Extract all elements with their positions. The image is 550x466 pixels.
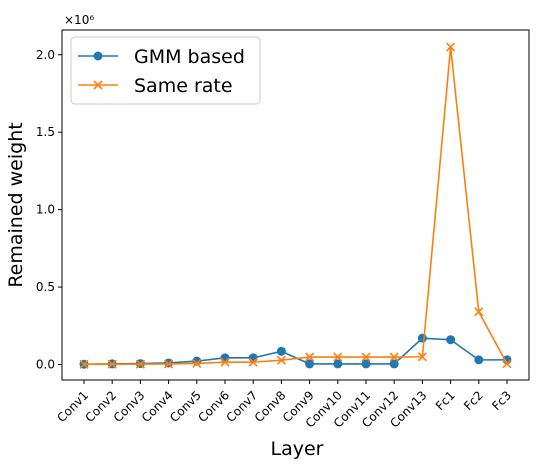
plot-frame [61,29,530,381]
data-point-same-rate [164,359,174,369]
data-point-same-rate [79,359,89,369]
data-point-gmm-based [389,359,399,369]
data-point-same-rate [305,352,315,362]
data-point-gmm-based [446,335,456,345]
data-point-same-rate [276,355,286,365]
data-point-gmm-based [276,346,286,356]
data-point-gmm-based [417,333,427,343]
data-point-gmm-based [248,353,258,363]
legend: GMM based Same rate [70,36,261,105]
x-tick-label: Fc2 [461,388,486,413]
x-axis: Conv1Conv2Conv3Conv4Conv5Conv6Conv7Conv8… [54,380,514,430]
series-same-rate [79,42,512,369]
data-point-same-rate [107,359,117,369]
y-tick-label: 1.0 [36,203,55,217]
data-point-gmm-based [220,353,230,363]
data-point-gmm-based [474,355,484,365]
legend-marker-gmm [93,51,103,61]
data-point-same-rate [220,357,230,367]
y-tick-label: 0.5 [36,280,55,294]
data-point-same-rate [389,352,399,362]
x-tick-label: Fc1 [433,388,458,413]
data-point-gmm-based [333,359,343,369]
data-point-same-rate [333,352,343,362]
data-point-gmm-based [305,359,315,369]
x-tick-label: Fc3 [489,388,514,413]
series-line-same-rate [83,46,508,366]
data-point-same-rate [474,307,484,317]
data-point-same-rate [446,42,456,52]
data-point-same-rate [248,357,258,367]
data-point-same-rate [417,352,427,362]
legend-label-same-rate: Same rate [134,75,233,97]
legend-marker-same-rate [93,80,103,90]
data-point-same-rate [361,352,371,362]
y-multiplier-label: ×10⁶ [64,13,94,27]
y-tick-label: 2.0 [36,48,55,62]
series-layer [79,42,512,369]
y-axis-title: Remained weight [5,122,27,287]
legend-box [70,36,261,105]
data-point-gmm-based [361,359,371,369]
y-tick-label: 0.0 [36,358,55,372]
series-line-gmm-based [83,337,507,365]
data-point-same-rate [502,359,512,369]
data-point-same-rate [135,359,145,369]
legend-label-gmm: GMM based [134,46,245,68]
x-axis-title: Layer [271,438,324,460]
y-tick-label: 1.5 [36,125,55,139]
y-axis: 0.0 0.5 1.0 1.5 2.0 [36,48,62,372]
data-point-same-rate [192,358,202,368]
